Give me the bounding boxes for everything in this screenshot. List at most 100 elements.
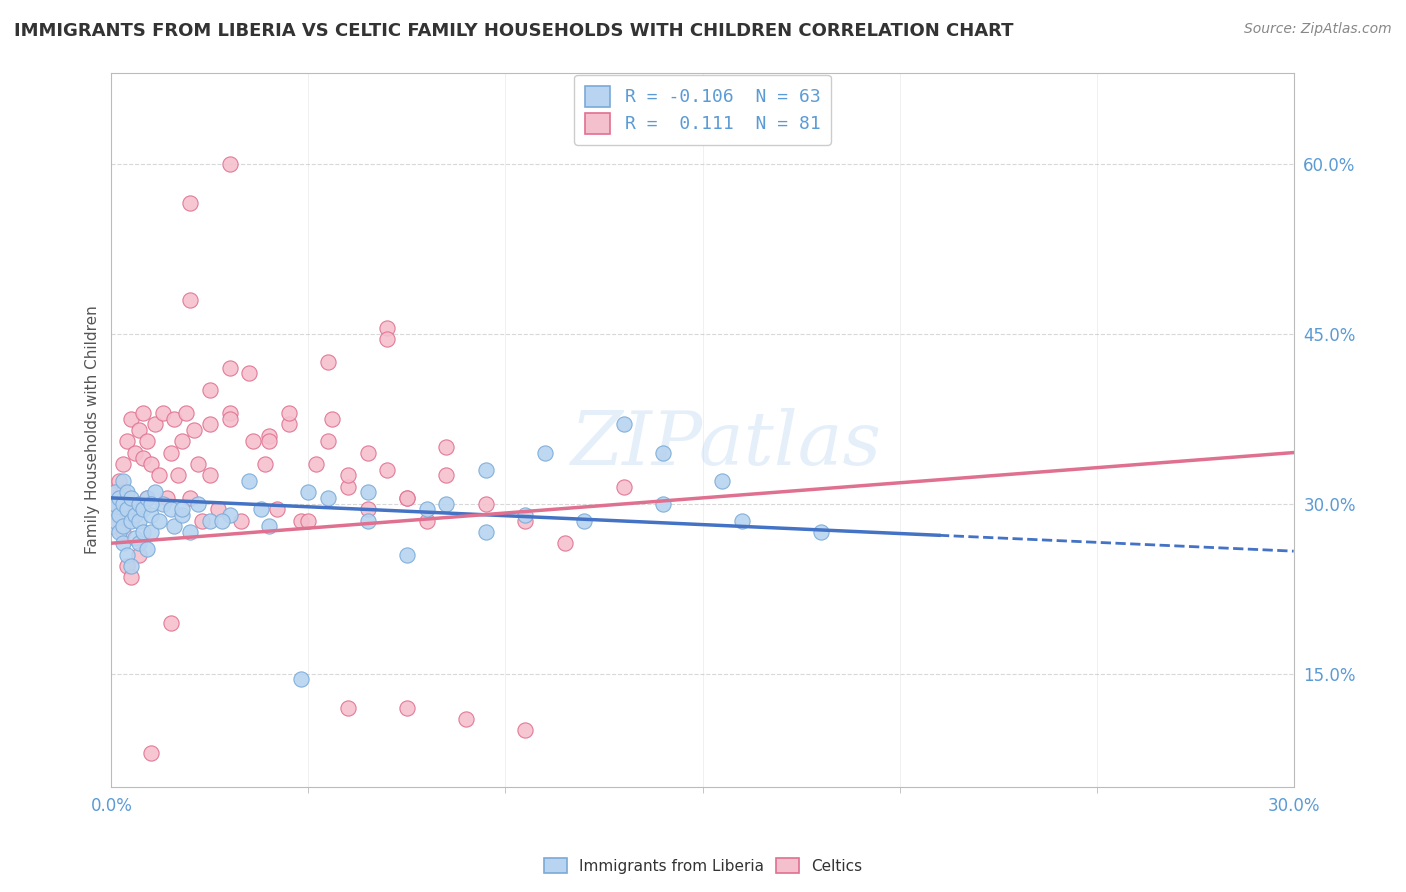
Point [336,700,359,714]
Legend: R = -0.106  N = 63, R =  0.111  N = 81: R = -0.106 N = 63, R = 0.111 N = 81 [574,75,831,145]
Point [198,384,221,398]
Point [179,293,201,307]
Point [515,508,537,522]
Point [434,440,457,454]
Point [515,723,537,738]
Point [198,417,221,432]
Point [187,457,209,471]
Point [266,502,288,516]
Point [112,536,135,550]
Point [152,406,174,420]
Point [108,508,131,522]
Point [112,524,135,539]
Point [297,485,319,500]
Point [305,457,328,471]
Point [207,502,229,516]
Point [475,462,498,476]
Point [218,360,240,375]
Point [257,428,280,442]
Point [108,491,131,505]
Point [108,524,131,539]
Point [135,491,157,505]
Point [120,558,142,573]
Point [356,514,378,528]
Point [159,615,181,630]
Point [415,502,437,516]
Point [104,514,127,528]
Point [183,423,205,437]
Point [395,491,418,505]
Point [115,485,138,500]
Point [375,462,398,476]
Text: IMMIGRANTS FROM LIBERIA VS CELTIC FAMILY HOUSEHOLDS WITH CHILDREN CORRELATION CH: IMMIGRANTS FROM LIBERIA VS CELTIC FAMILY… [14,22,1014,40]
Point [132,406,155,420]
Point [143,417,166,432]
Point [112,457,135,471]
Point [128,514,150,528]
Point [652,497,675,511]
Point [218,411,240,425]
Point [238,366,260,380]
Point [152,497,174,511]
Point [139,457,162,471]
Point [132,502,155,516]
Point [179,491,201,505]
Point [104,497,127,511]
Point [143,485,166,500]
Point [191,514,214,528]
Point [290,514,312,528]
Point [103,519,125,533]
Point [810,524,832,539]
Point [135,434,157,449]
Point [124,508,146,522]
Legend: Immigrants from Liberia, Celtics: Immigrants from Liberia, Celtics [537,852,869,880]
Point [257,434,280,449]
Point [290,672,312,686]
Point [613,479,636,493]
Point [316,355,339,369]
Point [356,445,378,459]
Point [135,541,157,556]
Point [534,445,557,459]
Point [218,406,240,420]
Point [434,497,457,511]
Point [163,519,186,533]
Point [250,502,273,516]
Point [316,491,339,505]
Point [375,321,398,335]
Point [395,700,418,714]
Point [120,514,142,528]
Point [475,497,498,511]
Point [139,524,162,539]
Point [115,502,138,516]
Point [128,423,150,437]
Point [395,491,418,505]
Point [128,536,150,550]
Point [218,156,240,170]
Point [108,474,131,488]
Point [172,502,194,516]
Point [198,468,221,483]
Point [115,548,138,562]
Point [139,497,162,511]
Point [254,457,277,471]
Point [613,417,636,432]
Point [211,514,233,528]
Point [174,406,197,420]
Point [172,508,194,522]
Point [434,468,457,483]
Point [356,502,378,516]
Point [120,570,142,584]
Y-axis label: Family Households with Children: Family Households with Children [86,306,100,554]
Point [231,514,253,528]
Point [336,479,359,493]
Point [711,474,734,488]
Point [112,497,135,511]
Point [124,445,146,459]
Point [242,434,264,449]
Point [277,406,299,420]
Point [167,468,190,483]
Point [120,491,142,505]
Point [132,524,155,539]
Point [198,514,221,528]
